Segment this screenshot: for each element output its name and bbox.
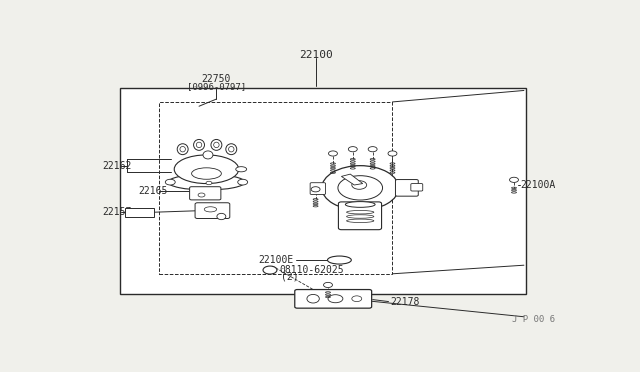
Circle shape [237,179,248,185]
Ellipse shape [168,174,245,190]
FancyBboxPatch shape [195,203,230,218]
Ellipse shape [322,166,399,210]
Ellipse shape [211,140,222,150]
Ellipse shape [180,147,186,152]
Text: 22162: 22162 [102,160,132,170]
Circle shape [348,147,357,152]
Circle shape [324,282,332,288]
Text: 22178: 22178 [390,296,419,307]
Text: 22100A: 22100A [520,180,556,190]
FancyBboxPatch shape [310,183,326,195]
FancyBboxPatch shape [189,187,221,200]
Text: J P 00 6: J P 00 6 [511,315,554,324]
Ellipse shape [203,151,213,159]
Ellipse shape [328,295,343,303]
Circle shape [206,181,212,185]
Ellipse shape [328,256,351,264]
Circle shape [263,266,277,274]
Text: 22750: 22750 [202,74,231,84]
Circle shape [388,151,397,156]
Text: 22165: 22165 [138,186,168,196]
Circle shape [352,296,362,302]
Circle shape [509,177,518,182]
Ellipse shape [217,214,226,219]
Ellipse shape [228,147,234,152]
Circle shape [198,193,205,197]
Ellipse shape [226,144,237,155]
FancyBboxPatch shape [396,180,419,196]
Ellipse shape [338,176,383,200]
Text: 22157: 22157 [102,207,132,217]
Text: B: B [268,267,272,273]
Ellipse shape [177,144,188,155]
Ellipse shape [214,142,219,148]
Bar [125,208,154,217]
Text: (2): (2) [282,272,299,282]
Ellipse shape [236,167,246,172]
Bar [120,87,526,294]
Ellipse shape [346,202,375,207]
Polygon shape [341,174,363,185]
Ellipse shape [196,142,202,148]
FancyBboxPatch shape [339,202,381,230]
Text: [0996-0797]: [0996-0797] [187,82,246,91]
Circle shape [328,151,337,156]
Bar [159,102,392,274]
Circle shape [311,187,320,192]
Ellipse shape [307,294,319,303]
Text: 08110-62025: 08110-62025 [280,265,344,275]
Text: 22100: 22100 [299,50,332,60]
Ellipse shape [352,181,367,189]
Ellipse shape [191,168,221,179]
Ellipse shape [204,207,217,212]
FancyBboxPatch shape [295,289,372,308]
FancyBboxPatch shape [411,183,423,191]
Ellipse shape [193,140,205,150]
Circle shape [368,147,377,152]
Circle shape [165,179,175,185]
Ellipse shape [174,155,239,183]
Text: 22100E: 22100E [259,255,294,265]
